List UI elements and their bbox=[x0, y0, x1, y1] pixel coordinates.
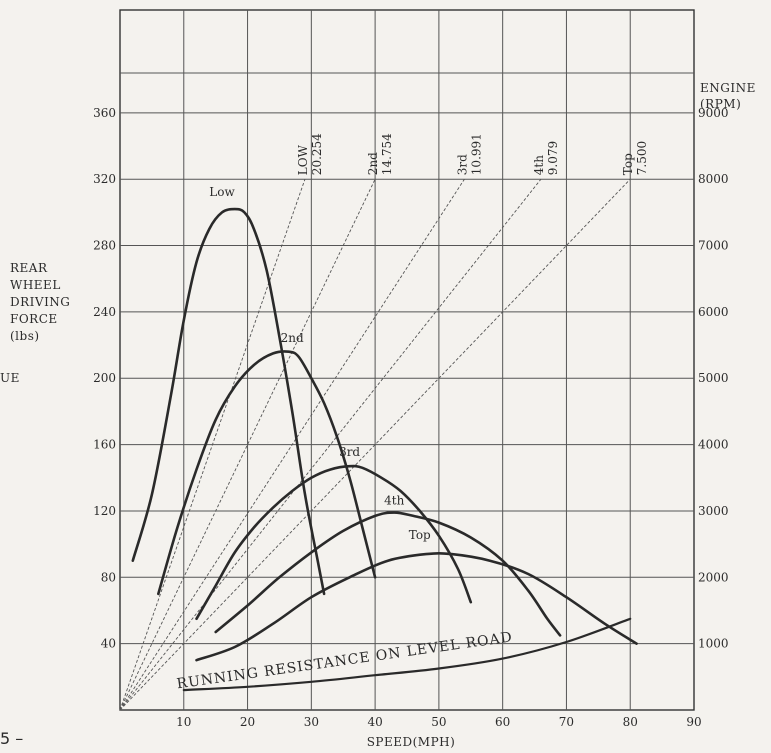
x-tick-label: 70 bbox=[559, 715, 574, 729]
gear-ray-label: Top7.500 bbox=[621, 141, 649, 175]
force-curves bbox=[131, 207, 638, 692]
y-axis-title-left-line: WHEEL bbox=[10, 278, 61, 292]
y-tick-label-left: 240 bbox=[93, 305, 116, 319]
chart-text: 10 20 30 40 50 60 70 80 90 40 80 120 160 200 240 280 320… bbox=[0, 81, 756, 749]
page-number-fragment: 5 – bbox=[0, 729, 23, 748]
x-tick-label: 60 bbox=[495, 715, 510, 729]
y-tick-label-right: 2000 bbox=[698, 570, 729, 584]
curve-label: Top bbox=[409, 528, 431, 542]
y-axis-title-left-line: (lbs) bbox=[10, 329, 40, 343]
y-tick-label-left: 80 bbox=[101, 570, 116, 584]
y-tick-label-left: 160 bbox=[93, 438, 116, 452]
gear-ray-top bbox=[119, 178, 631, 711]
gear-ray-4th bbox=[119, 178, 542, 711]
y-tick-label-left: 200 bbox=[93, 371, 116, 385]
running-resistance-curve bbox=[182, 617, 632, 692]
force-curve-3rd bbox=[195, 464, 473, 621]
curve-label: 2nd bbox=[281, 331, 304, 345]
y-axis-title-left-line: DRIVING bbox=[10, 295, 70, 309]
y-axis-title-left-line: FORCE bbox=[10, 312, 58, 326]
y-tick-label-left: 40 bbox=[101, 637, 116, 651]
curve-label: 3rd bbox=[339, 445, 360, 459]
x-axis-title: SPEED(MPH) bbox=[367, 735, 456, 749]
y-tick-label-right: 7000 bbox=[698, 239, 729, 253]
x-tick-label: 40 bbox=[367, 715, 382, 729]
grid bbox=[119, 9, 695, 711]
y-tick-label-left: 280 bbox=[93, 239, 116, 253]
x-tick-label: 50 bbox=[431, 715, 446, 729]
left-text-fragment: UE bbox=[0, 371, 20, 385]
x-tick-label: 90 bbox=[686, 715, 701, 729]
gear-ratio-rays bbox=[119, 178, 631, 711]
y-tick-label-right: 5000 bbox=[698, 371, 729, 385]
force-curve-4th bbox=[214, 511, 562, 637]
y-tick-label-left: 360 bbox=[93, 106, 116, 120]
curve-label: 4th bbox=[384, 493, 404, 507]
x-tick-label: 30 bbox=[304, 715, 319, 729]
y-axis-title-right-line: ENGINE bbox=[700, 81, 756, 95]
force-curve-low bbox=[131, 207, 326, 596]
y-tick-label-right: 1000 bbox=[698, 637, 729, 651]
running-resistance-label: RUNNING RESISTANCE ON LEVEL ROAD bbox=[176, 629, 514, 692]
y-tick-label-right: 3000 bbox=[698, 504, 729, 518]
y-tick-label-left: 120 bbox=[93, 504, 116, 518]
force-curve-2nd bbox=[157, 350, 377, 596]
gear-ray-label: 2nd14.754 bbox=[366, 133, 394, 175]
y-tick-label-right: 8000 bbox=[698, 172, 729, 186]
gear-ray-label: LOW20.254 bbox=[296, 133, 324, 175]
y-tick-label-right: 9000 bbox=[698, 106, 729, 120]
curve-label: Low bbox=[209, 185, 235, 199]
gear-ray-3rd bbox=[119, 178, 465, 711]
force-curve-top bbox=[195, 551, 638, 662]
x-tick-label: 20 bbox=[240, 715, 255, 729]
y-axis-title-left-line: REAR bbox=[10, 261, 48, 275]
gear-ray-low bbox=[119, 179, 306, 711]
y-axis-title-right-line: (RPM) bbox=[700, 97, 741, 111]
x-tick-label: 80 bbox=[623, 715, 638, 729]
gear-ray-label: 4th9.079 bbox=[532, 141, 560, 175]
y-tick-label-left: 320 bbox=[93, 172, 116, 186]
y-tick-label-right: 6000 bbox=[698, 305, 729, 319]
x-tick-label: 10 bbox=[176, 715, 191, 729]
gear-ray-2nd bbox=[119, 178, 376, 711]
plot-frame bbox=[119, 9, 695, 711]
y-tick-label-right: 4000 bbox=[698, 438, 729, 452]
gear-ray-label: 3rd10.991 bbox=[455, 133, 483, 175]
